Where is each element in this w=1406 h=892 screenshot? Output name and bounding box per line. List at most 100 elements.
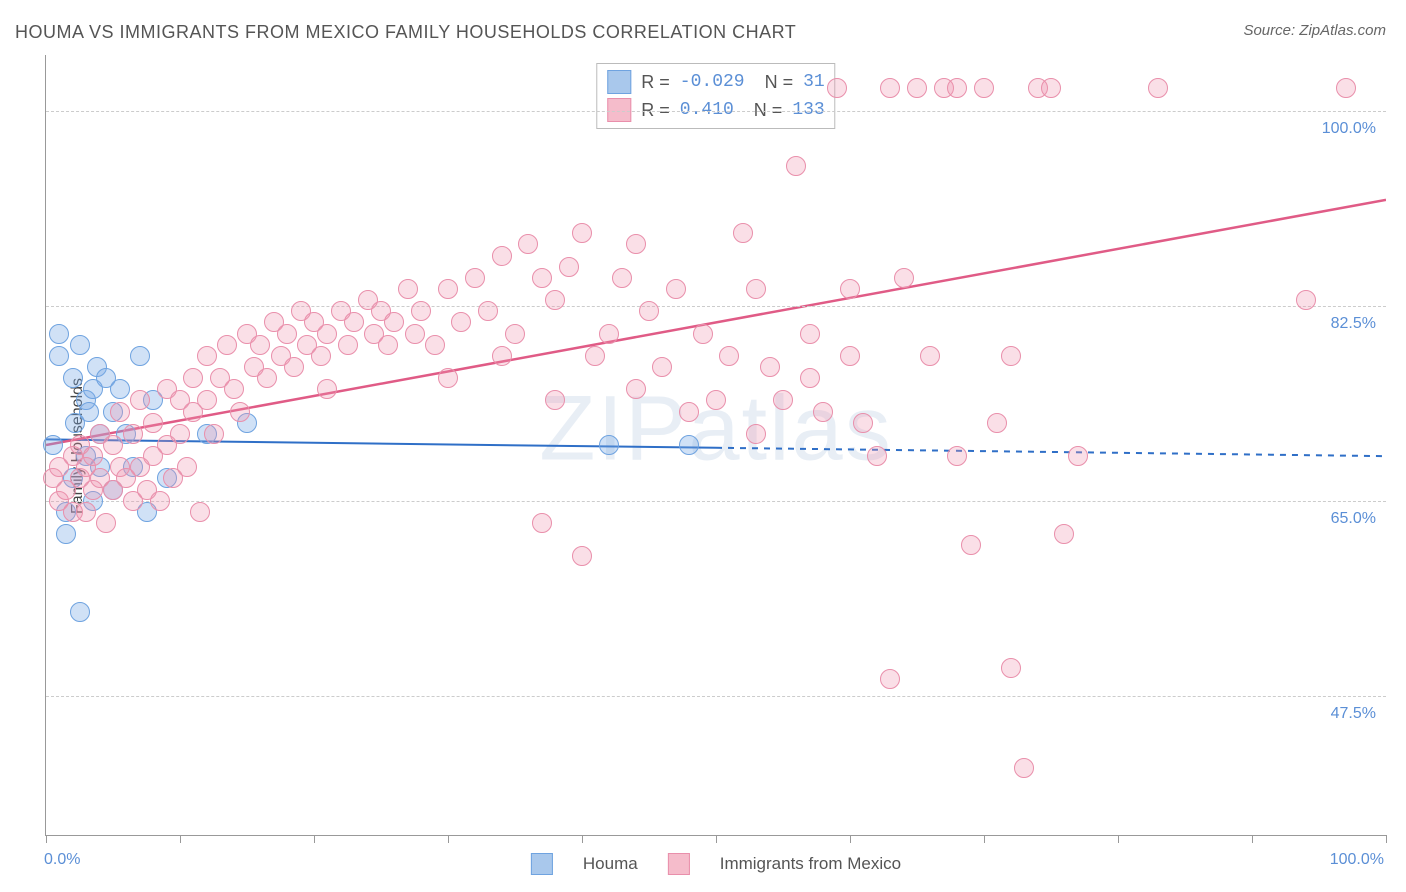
x-tick — [984, 835, 985, 843]
x-tick — [582, 835, 583, 843]
scatter-point-mexico — [1001, 346, 1021, 366]
scatter-point-mexico — [894, 268, 914, 288]
scatter-point-mexico — [867, 446, 887, 466]
gridline — [46, 306, 1386, 307]
scatter-point-mexico — [947, 78, 967, 98]
scatter-point-mexico — [405, 324, 425, 344]
scatter-point-mexico — [311, 346, 331, 366]
scatter-point-mexico — [827, 78, 847, 98]
stat-row-houma: R = -0.029 N = 31 — [607, 68, 824, 96]
correlation-stat-box: R = -0.029 N = 31R = 0.410 N = 133 — [596, 63, 835, 129]
scatter-point-mexico — [378, 335, 398, 355]
scatter-point-mexico — [545, 390, 565, 410]
scatter-point-mexico — [907, 78, 927, 98]
scatter-point-mexico — [505, 324, 525, 344]
scatter-point-mexico — [1041, 78, 1061, 98]
legend-swatch-houma — [607, 70, 631, 94]
scatter-point-mexico — [719, 346, 739, 366]
scatter-point-houma — [70, 602, 90, 622]
scatter-point-mexico — [853, 413, 873, 433]
scatter-point-mexico — [170, 424, 190, 444]
scatter-point-mexico — [800, 368, 820, 388]
scatter-point-mexico — [384, 312, 404, 332]
scatter-point-mexico — [317, 324, 337, 344]
scatter-point-mexico — [284, 357, 304, 377]
x-tick — [180, 835, 181, 843]
scatter-point-mexico — [103, 435, 123, 455]
scatter-point-mexico — [83, 446, 103, 466]
scatter-point-mexico — [257, 368, 277, 388]
x-tick — [448, 835, 449, 843]
scatter-point-mexico — [746, 279, 766, 299]
scatter-point-mexico — [746, 424, 766, 444]
bottom-legend: HoumaImmigrants from Mexico — [531, 853, 901, 875]
scatter-point-mexico — [465, 268, 485, 288]
trend-lines-layer — [46, 55, 1386, 835]
scatter-point-mexico — [1296, 290, 1316, 310]
y-tick-label: 47.5% — [1331, 705, 1376, 723]
scatter-point-mexico — [693, 324, 713, 344]
scatter-point-mexico — [572, 223, 592, 243]
scatter-point-mexico — [183, 368, 203, 388]
scatter-point-houma — [679, 435, 699, 455]
scatter-point-mexico — [786, 156, 806, 176]
scatter-point-mexico — [518, 234, 538, 254]
scatter-point-mexico — [612, 268, 632, 288]
scatter-point-mexico — [130, 390, 150, 410]
scatter-point-mexico — [880, 669, 900, 689]
chart-container: HOUMA VS IMMIGRANTS FROM MEXICO FAMILY H… — [0, 0, 1406, 892]
x-tick-label: 0.0% — [44, 851, 80, 869]
y-tick-label: 65.0% — [1331, 510, 1376, 528]
scatter-point-mexico — [250, 335, 270, 355]
scatter-point-mexico — [230, 402, 250, 422]
scatter-point-mexico — [733, 223, 753, 243]
scatter-point-mexico — [438, 368, 458, 388]
scatter-point-mexico — [880, 78, 900, 98]
stat-n-value: 31 — [803, 72, 825, 92]
scatter-point-houma — [70, 335, 90, 355]
scatter-point-houma — [79, 402, 99, 422]
scatter-point-houma — [63, 368, 83, 388]
scatter-point-mexico — [679, 402, 699, 422]
gridline — [46, 696, 1386, 697]
scatter-point-houma — [599, 435, 619, 455]
scatter-point-mexico — [532, 268, 552, 288]
scatter-point-mexico — [398, 279, 418, 299]
x-tick — [716, 835, 717, 843]
scatter-point-mexico — [961, 535, 981, 555]
scatter-point-mexico — [277, 324, 297, 344]
scatter-point-mexico — [947, 446, 967, 466]
scatter-point-houma — [49, 346, 69, 366]
scatter-point-mexico — [344, 312, 364, 332]
y-tick-label: 82.5% — [1331, 315, 1376, 333]
stat-n-label: N = — [755, 72, 794, 93]
scatter-point-mexico — [338, 335, 358, 355]
scatter-point-mexico — [150, 491, 170, 511]
legend-swatch — [531, 853, 553, 875]
scatter-point-mexico — [974, 78, 994, 98]
x-tick-label: 100.0% — [1330, 851, 1384, 869]
scatter-point-mexico — [96, 513, 116, 533]
scatter-point-mexico — [492, 246, 512, 266]
scatter-point-mexico — [438, 279, 458, 299]
x-tick — [46, 835, 47, 843]
scatter-point-mexico — [920, 346, 940, 366]
stat-r-value: -0.029 — [680, 72, 745, 92]
chart-title: HOUMA VS IMMIGRANTS FROM MEXICO FAMILY H… — [15, 22, 796, 43]
gridline — [46, 501, 1386, 502]
x-tick — [1386, 835, 1387, 843]
scatter-point-houma — [43, 435, 63, 455]
stat-r-label: R = — [641, 72, 670, 93]
scatter-point-mexico — [143, 413, 163, 433]
scatter-point-mexico — [204, 424, 224, 444]
scatter-point-mexico — [800, 324, 820, 344]
scatter-point-mexico — [1054, 524, 1074, 544]
scatter-point-mexico — [217, 335, 237, 355]
y-tick-label: 100.0% — [1322, 120, 1376, 138]
scatter-point-mexico — [1001, 658, 1021, 678]
scatter-point-mexico — [451, 312, 471, 332]
scatter-point-mexico — [190, 502, 210, 522]
scatter-point-mexico — [478, 301, 498, 321]
scatter-point-mexico — [572, 546, 592, 566]
scatter-point-mexico — [532, 513, 552, 533]
